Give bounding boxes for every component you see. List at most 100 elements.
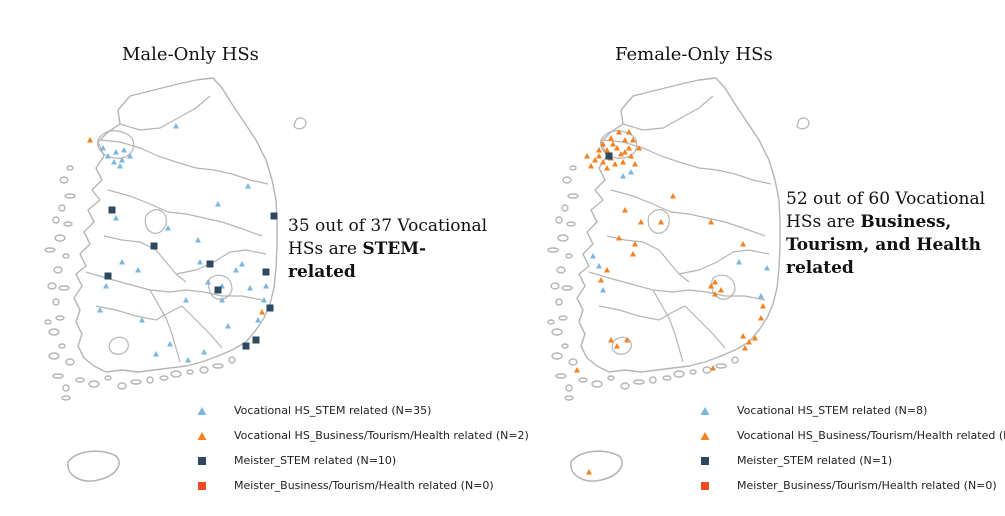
vocational-stem-marker (245, 183, 251, 189)
island (547, 319, 555, 325)
vocational-stem-marker (215, 201, 221, 207)
vocational-stem-marker (247, 285, 253, 291)
vocational-business-marker (622, 207, 628, 213)
island (564, 395, 574, 401)
vocational-business-marker (586, 469, 592, 475)
vocational-stem-marker (764, 265, 770, 271)
island (702, 366, 712, 374)
vocational-stem-marker (628, 169, 634, 175)
vocational-stem-marker (111, 159, 117, 165)
annotation-text: 52 out of 60 Vocational HSs are (786, 189, 986, 232)
island (569, 165, 577, 171)
ulleung-island (796, 117, 810, 130)
island (715, 363, 727, 369)
map-outline (44, 77, 307, 482)
island (555, 373, 567, 379)
vocational-stem-marker (233, 267, 239, 273)
vocational-business-marker (626, 129, 632, 135)
island (159, 375, 169, 381)
island (54, 234, 66, 242)
island (88, 380, 100, 388)
vocational-stem-marker (119, 157, 125, 163)
legend-label: Meister_Business/Tourism/Health related … (737, 479, 997, 492)
meister-stem-marker (104, 272, 112, 280)
map-outline (547, 77, 810, 482)
island (130, 379, 142, 385)
island (146, 376, 154, 384)
map-annotation: 35 out of 37 Vocational HSs are STEM-rel… (288, 215, 493, 284)
island (607, 375, 615, 381)
annotation-emphasis: Business, Tourism, and Health related (786, 212, 981, 278)
vocational-business-marker (592, 157, 598, 163)
island (62, 384, 70, 392)
island (61, 395, 71, 401)
island (557, 234, 569, 242)
province-border (119, 95, 211, 131)
vocational-business-marker (742, 345, 748, 351)
island (117, 382, 127, 390)
meister-stem-marker (270, 212, 278, 220)
province-border (95, 305, 183, 321)
vocational-stem-marker (239, 261, 245, 267)
island (53, 266, 63, 274)
annotation-emphasis: STEM-related (288, 239, 427, 282)
map-title: Male-Only HSs (122, 44, 259, 65)
island (62, 253, 70, 259)
island (558, 315, 568, 321)
province-border (107, 189, 263, 237)
vocational-stem-marker (113, 149, 119, 155)
island (228, 356, 236, 364)
province-border (99, 139, 269, 185)
square-icon (701, 482, 709, 490)
island (44, 319, 52, 325)
island (63, 221, 73, 227)
vocational-stem-marker (195, 237, 201, 243)
vocational-stem-marker (119, 259, 125, 265)
vocational-business-marker (596, 153, 602, 159)
vocational-stem-marker (139, 317, 145, 323)
island (58, 285, 70, 291)
vocational-stem-marker (97, 307, 103, 313)
island (562, 176, 572, 184)
map-panel-male-only: Male-Only HSs 35 out of 37 Vocational HS… (0, 0, 529, 516)
vocational-business-marker (87, 137, 93, 143)
island (551, 352, 563, 360)
legend-label: Vocational HS_STEM related (N=8) (737, 404, 928, 417)
vocational-business-marker (610, 141, 616, 147)
vocational-stem-marker (185, 357, 191, 363)
vocational-stem-marker (173, 123, 179, 129)
island (58, 204, 66, 212)
island (550, 282, 560, 290)
vocational-business-marker (614, 145, 620, 151)
island (561, 343, 569, 349)
island (555, 216, 563, 224)
island (47, 282, 57, 290)
province-border (598, 305, 686, 321)
meister-stem-marker (242, 342, 250, 350)
legend-label: Meister_STEM related (N=1) (737, 454, 893, 467)
vocational-stem-marker (263, 283, 269, 289)
island (199, 366, 209, 374)
vocational-stem-marker (596, 263, 602, 269)
vocational-business-marker (608, 337, 614, 343)
vocational-business-marker (670, 193, 676, 199)
triangle-icon (197, 407, 207, 415)
island (551, 328, 563, 336)
triangle-icon (700, 432, 710, 440)
square-icon (701, 457, 709, 465)
vocational-stem-marker (600, 287, 606, 293)
vocational-stem-marker (225, 323, 231, 329)
triangle-icon (197, 432, 207, 440)
province-border (684, 305, 726, 349)
island (170, 370, 182, 378)
vocational-stem-marker (736, 259, 742, 265)
ulleung-island (293, 117, 307, 130)
map-title: Female-Only HSs (615, 44, 773, 65)
vocational-stem-marker (219, 297, 225, 303)
island (689, 369, 697, 375)
province-border (149, 289, 181, 363)
island (561, 285, 573, 291)
vocational-stem-marker (183, 297, 189, 303)
vocational-business-marker (658, 219, 664, 225)
island (561, 204, 569, 212)
